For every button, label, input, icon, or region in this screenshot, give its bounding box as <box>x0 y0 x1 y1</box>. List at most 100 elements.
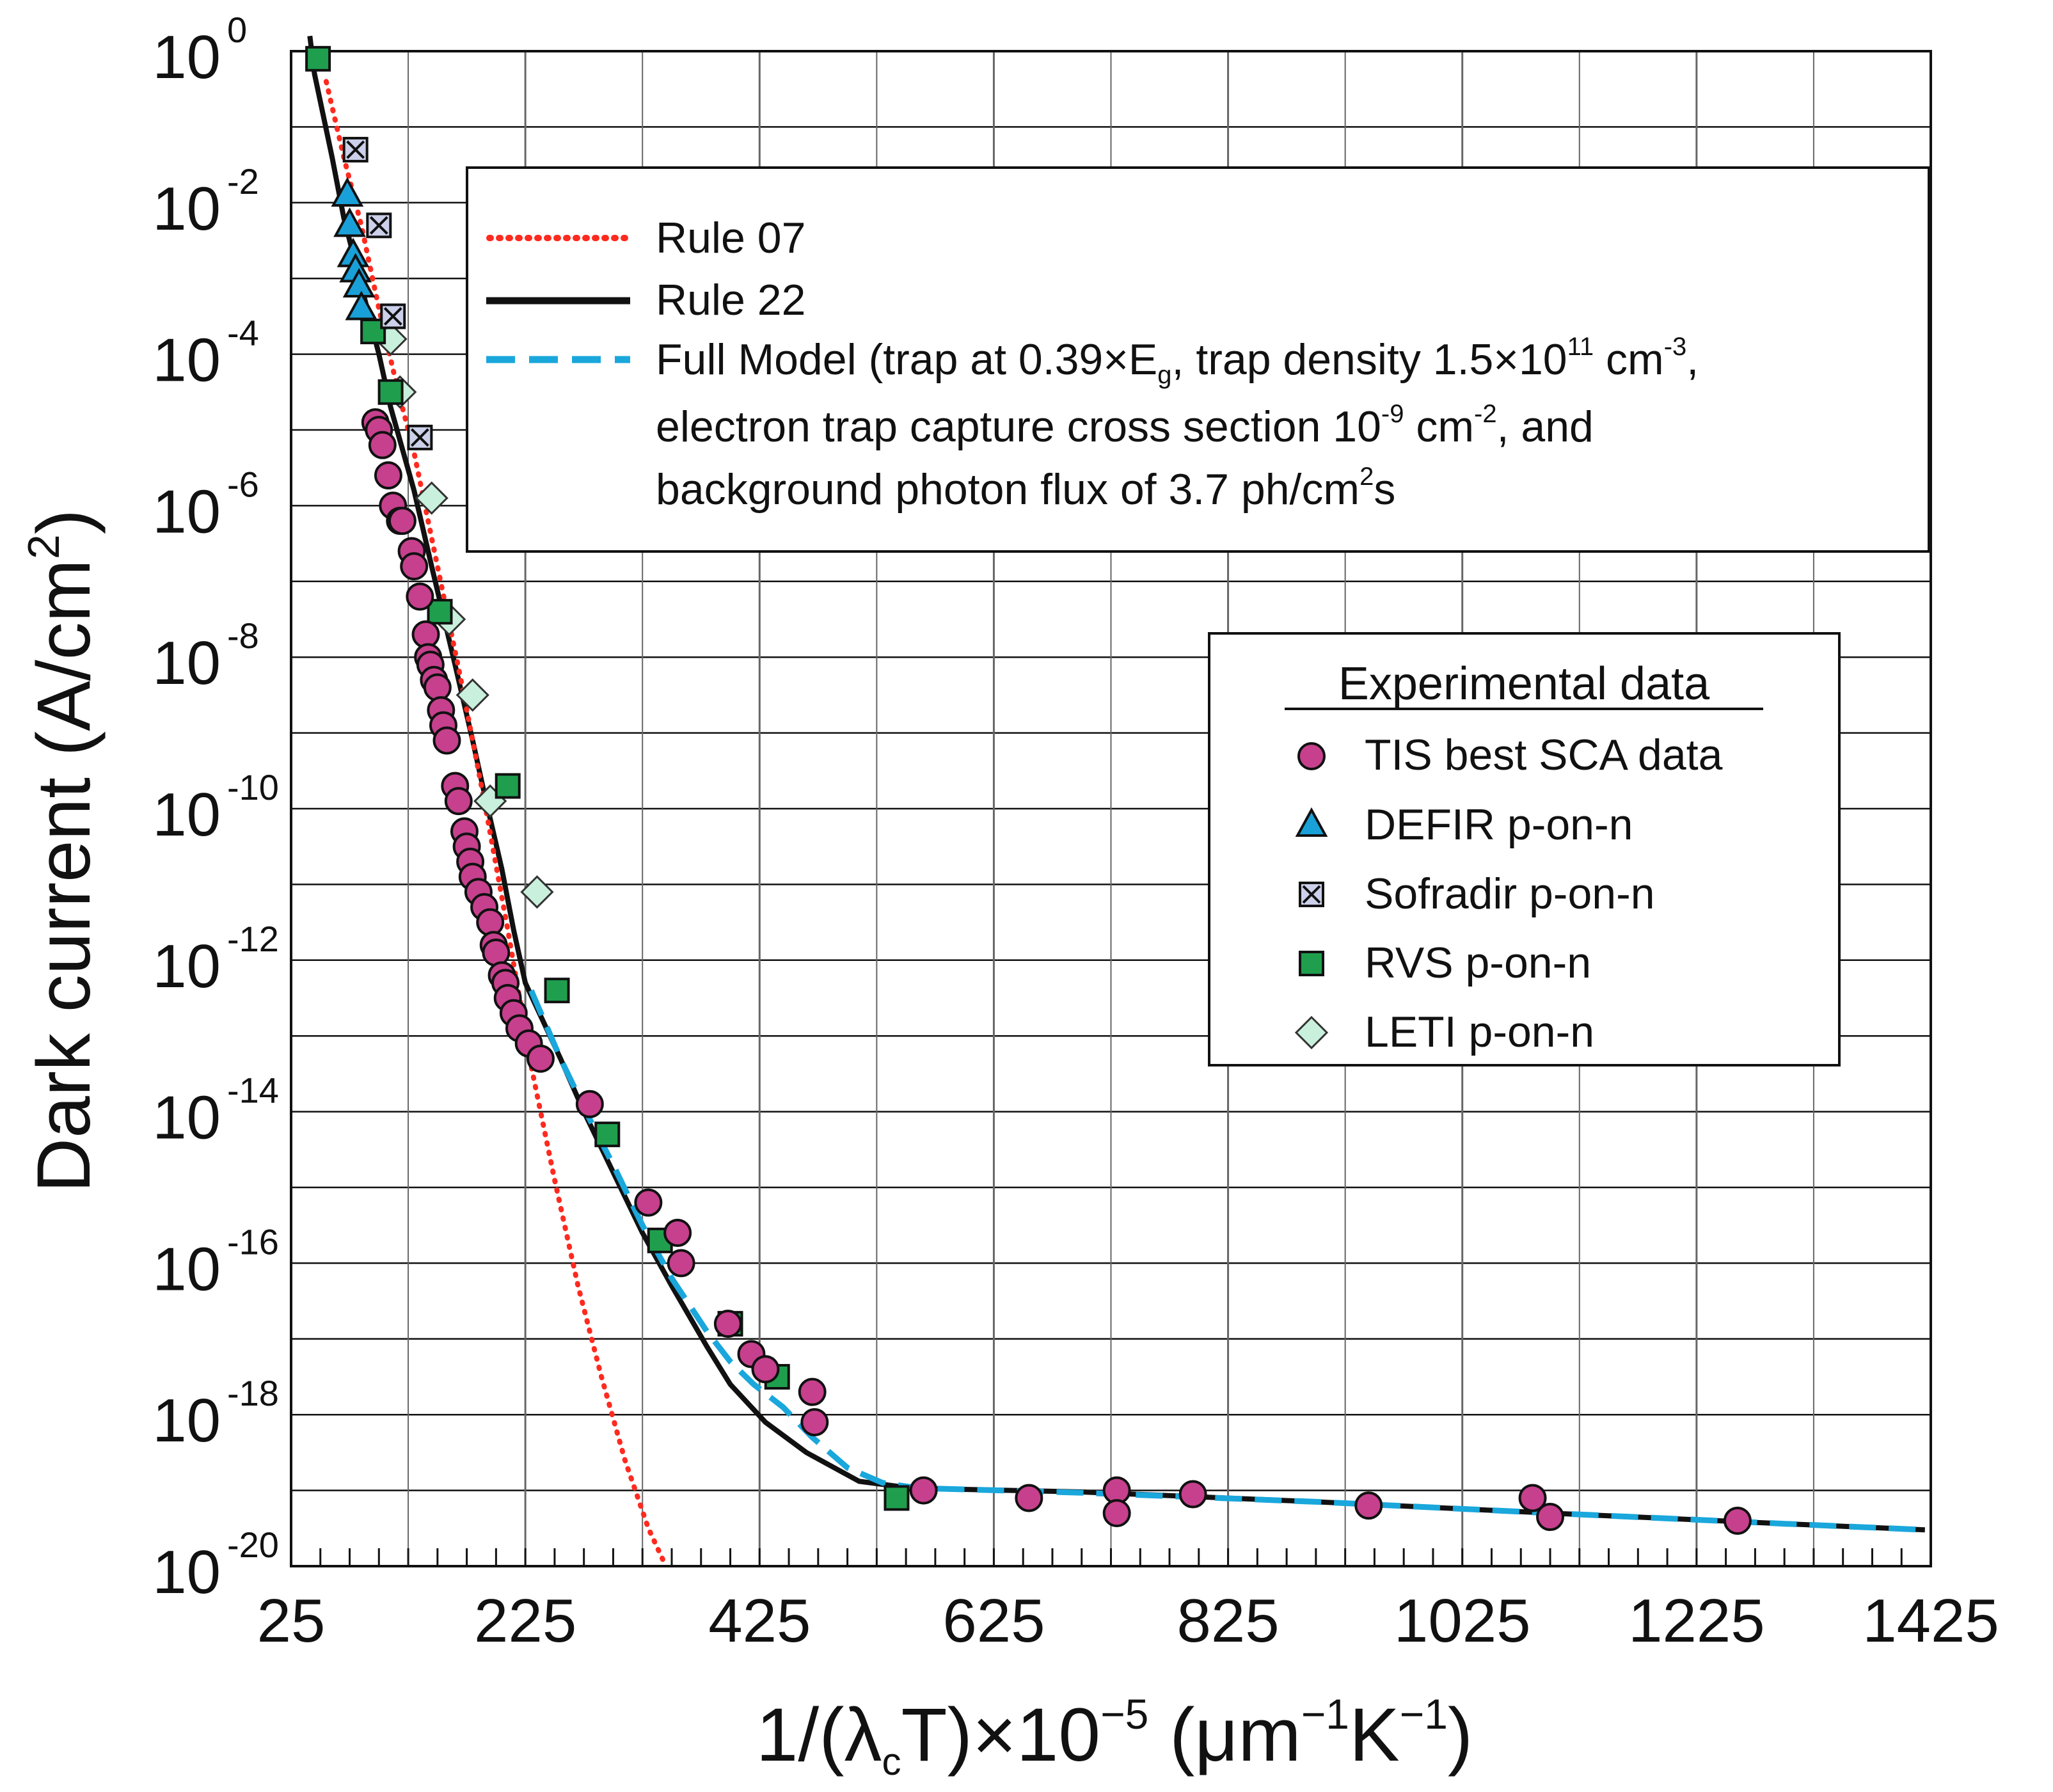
y-tick-exponent: 0 <box>227 10 247 50</box>
data-point-sofradir <box>366 212 392 239</box>
y-tick-exponent: -16 <box>227 1221 279 1262</box>
data-point-leti <box>415 481 448 515</box>
y-tick-label: 10 <box>152 1386 221 1455</box>
y-tick-exponent: -10 <box>227 767 279 807</box>
data-point-leti <box>456 678 489 712</box>
data-point-defir <box>331 177 364 207</box>
y-tick-label: 10 <box>152 1084 221 1152</box>
x-tick-label: 225 <box>474 1587 576 1655</box>
data-point-tis <box>423 673 452 702</box>
data-point-tis <box>444 787 473 816</box>
legend-label-sofradir: Sofradir p-on-n <box>1365 869 1655 918</box>
y-tick-exponent: -20 <box>227 1525 279 1565</box>
legend-label-leti: LETI p-on-n <box>1365 1008 1594 1056</box>
data-point-tis <box>751 1355 780 1384</box>
data-point-sofradir-cross <box>410 428 429 447</box>
legend-marker-defir <box>1295 807 1328 837</box>
data-point-sofradir <box>342 136 369 163</box>
y-tick-label: 10 <box>152 781 221 849</box>
data-point-tis <box>482 938 511 967</box>
data-point-tis <box>368 431 397 459</box>
legend-label-rule22: Rule 22 <box>656 276 805 324</box>
data-point-rvs <box>884 1485 910 1511</box>
data-point-tis <box>798 1377 827 1406</box>
legend-marker-tis <box>1297 742 1326 770</box>
y-tick-exponent: -12 <box>227 919 279 959</box>
y-tick-exponent: -6 <box>227 464 259 504</box>
y-tick-exponent: -18 <box>227 1373 279 1413</box>
legend-label-full-model-line1: Full Model (trap at 0.39×Eg, trap densit… <box>656 333 1699 389</box>
legend-label-tis: TIS best SCA data <box>1365 731 1723 779</box>
series-line-full-model <box>528 989 1925 1533</box>
data-point-tis <box>388 507 416 535</box>
y-tick-label: 10 <box>152 1235 221 1303</box>
data-point-tis <box>1354 1491 1383 1520</box>
model-legend-box <box>466 166 1930 553</box>
data-point-rvs <box>377 379 404 405</box>
data-point-defir <box>345 290 378 321</box>
data-point-tis <box>1723 1506 1752 1535</box>
data-point-tis <box>713 1310 742 1338</box>
x-tick-label: 1425 <box>1862 1587 1999 1655</box>
x-tick-label: 1225 <box>1628 1587 1765 1655</box>
data-point-defir <box>333 207 366 237</box>
y-tick-label: 10 <box>152 477 221 546</box>
experimental-legend: Experimental data TIS best SCA data DEFI… <box>1208 632 1841 1066</box>
legend-marker-rvs <box>1299 951 1324 976</box>
data-point-tis <box>432 726 461 755</box>
data-point-leti <box>520 875 554 909</box>
data-point-tis <box>1518 1484 1547 1512</box>
experimental-legend-title: Experimental data <box>1338 658 1710 710</box>
data-point-rvs <box>495 773 521 799</box>
data-point-sofradir <box>407 424 433 450</box>
legend-marker-sofradir-cross <box>1302 885 1321 904</box>
y-tick-label: 10 <box>152 1538 221 1606</box>
y-tick-label: 10 <box>152 23 221 91</box>
data-point-rvs <box>594 1122 621 1148</box>
y-tick-exponent: -14 <box>227 1070 279 1111</box>
legend-label-defir: DEFIR p-on-n <box>1365 800 1633 849</box>
data-point-tis <box>476 908 505 937</box>
data-point-tis <box>374 461 402 490</box>
y-tick-label: 10 <box>152 175 221 243</box>
data-point-rvs <box>427 599 453 625</box>
data-point-tis <box>1178 1480 1207 1509</box>
legend-label-full-model-line2: electron trap capture cross section 10-9… <box>656 400 1594 451</box>
data-point-rvs <box>305 45 331 72</box>
y-tick-label: 10 <box>152 932 221 1001</box>
legend-label-rvs: RVS p-on-n <box>1365 939 1591 987</box>
data-point-tis <box>400 552 429 581</box>
data-point-tis <box>800 1408 829 1437</box>
y-tick-exponent: -4 <box>227 313 259 353</box>
data-point-sofradir-cross <box>369 216 388 235</box>
y-tick-exponent: -8 <box>227 615 259 656</box>
y-tick-label: 10 <box>152 629 221 697</box>
data-point-sofradir <box>380 303 406 329</box>
x-axis-label: 1/(λcT)×10−5 (μm−1K−1) <box>756 1690 1473 1783</box>
data-point-tis <box>909 1476 938 1505</box>
y-tick-label: 10 <box>152 326 221 395</box>
legend-marker-sofradir <box>1299 882 1324 907</box>
x-tick-label: 825 <box>1177 1587 1279 1655</box>
legend-label-full-model-line3: background photon flux of 3.7 ph/cm2s <box>656 463 1395 514</box>
data-point-rvs <box>544 978 570 1004</box>
data-point-tis <box>575 1090 604 1118</box>
data-point-tis <box>1102 1499 1131 1528</box>
data-point-tis <box>667 1249 695 1278</box>
series <box>305 35 1925 1569</box>
data-point-tis <box>406 582 434 611</box>
x-tick-label: 425 <box>708 1587 811 1655</box>
x-tick-label: 25 <box>257 1587 326 1655</box>
y-axis-label: Dark current (A/cm2) <box>19 509 106 1193</box>
legend-label-rule07: Rule 07 <box>656 214 805 262</box>
y-tick-exponent: -2 <box>227 161 259 202</box>
data-point-tis <box>1536 1503 1565 1532</box>
model-legend: Rule 07 Rule 22 Full Model (trap at 0.39… <box>466 166 1930 553</box>
experimental-legend-box <box>1208 632 1841 1066</box>
data-point-tis <box>663 1219 692 1248</box>
x-tick-label: 1025 <box>1394 1587 1531 1655</box>
plot-frame <box>290 50 1932 1567</box>
